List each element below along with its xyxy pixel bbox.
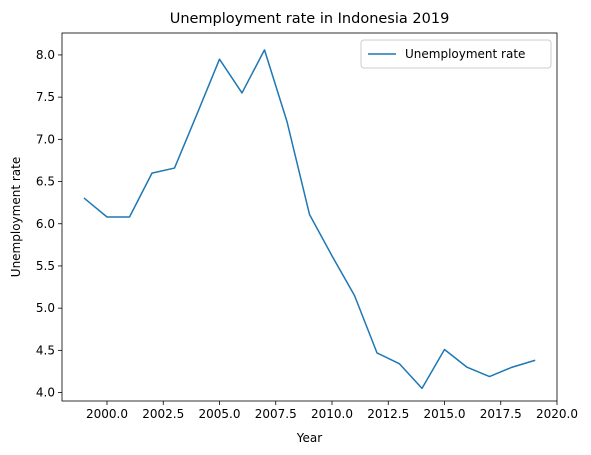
y-axis: 4.0 4.5 5.0 5.5 6.0 6.5 7.0 7.5 8.0	[36, 48, 62, 400]
plot-frame	[61, 32, 558, 402]
x-tick-label: 2007.5	[255, 407, 297, 421]
y-axis-label: Unemployment rate	[9, 157, 23, 277]
legend-box	[360, 39, 552, 69]
x-tick-label: 2002.5	[142, 407, 184, 421]
legend-entry-label: Unemployment rate	[405, 47, 525, 61]
y-tick-label: 7.0	[36, 132, 55, 146]
x-tick-label: 2010.0	[311, 407, 353, 421]
x-tick-label: 2020.0	[536, 407, 578, 421]
x-tick-label: 2015.0	[424, 407, 466, 421]
x-tick-label: 2000.0	[86, 407, 128, 421]
y-tick-label: 5.5	[36, 259, 55, 273]
y-tick-label: 8.0	[36, 48, 55, 62]
x-tick-label: 2017.5	[480, 407, 522, 421]
chart-title: Unemployment rate in Indonesia 2019	[170, 11, 450, 27]
x-axis: 2000.0 2002.5 2005.0 2007.5 2010.0 2012.5 2015…	[86, 401, 578, 421]
x-tick-label: 2005.0	[199, 407, 241, 421]
x-axis-label: Year	[296, 431, 322, 445]
y-tick-label: 5.0	[36, 301, 55, 315]
x-tick-label: 2012.5	[367, 407, 409, 421]
y-tick-label: 4.5	[36, 343, 55, 357]
y-tick-label: 7.5	[36, 90, 55, 104]
legend: Unemployment rate	[360, 39, 552, 69]
y-tick-label: 6.0	[36, 217, 55, 231]
plot-area	[61, 32, 558, 402]
y-tick-label: 4.0	[36, 386, 55, 400]
y-tick-label: 6.5	[36, 175, 55, 189]
